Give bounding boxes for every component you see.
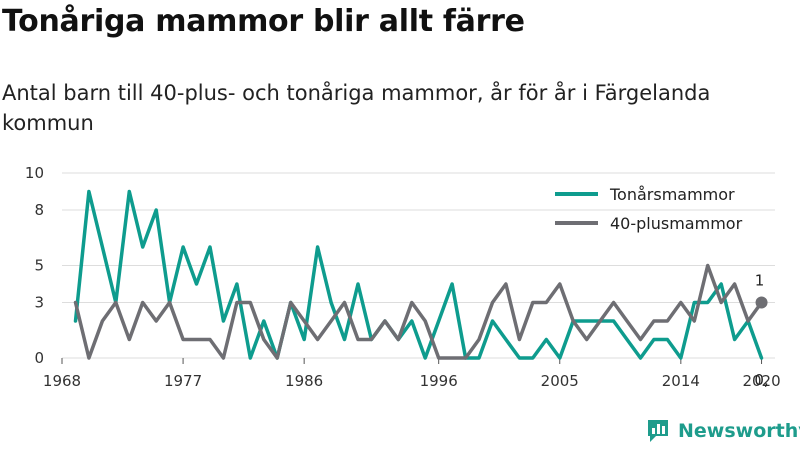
brand-name: Newsworthy (678, 420, 800, 442)
x-tick-label: 1968 (43, 372, 81, 390)
legend-label: Tonårsmammor (609, 185, 735, 204)
gridlines (62, 172, 775, 359)
end-label-teens: 0, (754, 371, 768, 389)
y-tick-label: 8 (34, 201, 44, 219)
end-point-forty-plus (755, 296, 768, 309)
y-tick-label: 5 (34, 257, 44, 275)
y-axis-ticks: 0 3 5 8 10 (25, 164, 44, 367)
x-tick-label: 2005 (541, 372, 579, 390)
chart-subtitle: Antal barn till 40-plus- och tonåriga ma… (2, 81, 711, 135)
y-tick-label: 0 (34, 349, 44, 367)
x-tick-label: 1996 (420, 372, 458, 390)
chart-title: Tonåriga mammor blir allt färre (2, 4, 525, 39)
x-tick-label: 1977 (164, 372, 202, 390)
y-tick-label: 3 (34, 294, 44, 312)
end-labels: 1 0, (754, 272, 768, 390)
newsworthy-logo-icon (648, 420, 668, 442)
legend-label: 40-plusmammor (610, 214, 743, 233)
x-axis-ticks: 1968 1977 1986 1996 2005 2014 2020 (43, 358, 781, 390)
series-lines (73, 189, 764, 360)
legend: Tonårsmammor 40-plusmammor (555, 185, 743, 233)
brand-logo: Newsworthy (646, 418, 800, 444)
x-tick-label: 2020 (742, 372, 780, 390)
y-tick-label: 10 (25, 164, 44, 182)
series-line-teens (73, 189, 764, 360)
series-line-forty-plus (73, 263, 764, 360)
x-tick-label: 2014 (662, 372, 700, 390)
x-tick-label: 1986 (285, 372, 323, 390)
end-label-forty-plus: 1 (755, 272, 765, 290)
